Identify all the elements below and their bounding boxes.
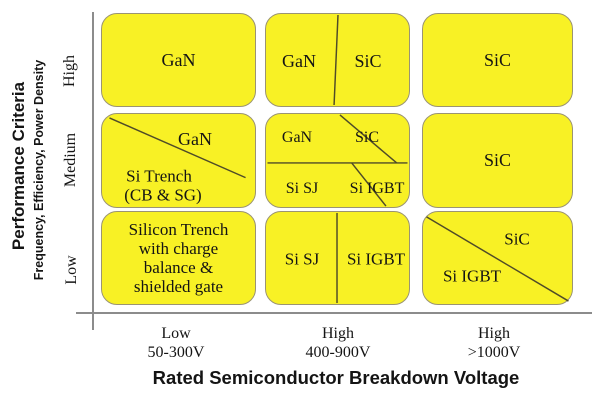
cell-label: SiC <box>354 129 380 146</box>
y-axis-title: Performance Criteria <box>9 81 28 251</box>
cell-high-highvolt: SiC <box>422 13 573 107</box>
cell-label: GaN <box>178 129 212 149</box>
cell-label-stack: Silicon Trench with charge balance & shi… <box>129 220 229 296</box>
cell-medium-lowvolt: GaN Si Trench (CB & SG) <box>101 113 256 208</box>
cell-label: Si Trench <box>126 166 192 186</box>
y-axis-line <box>92 12 94 330</box>
y-axis-subtitle: Frequency, Efficiency, Power Density <box>32 59 46 281</box>
cell-label: with charge <box>138 239 219 258</box>
x-axis-title: Rated Semiconductor Breakdown Voltage <box>152 367 520 388</box>
cell-medium-highvolt: SiC <box>422 113 573 208</box>
cell-label: Silicon Trench <box>128 220 229 239</box>
cell-label: Si SJ <box>284 249 320 269</box>
cell-label: (CB & SG) <box>124 185 202 205</box>
cell-label: Si IGBT <box>349 180 405 197</box>
x-tick-level: Low <box>161 325 191 342</box>
x-tick-level: High <box>321 325 354 342</box>
y-tick-medium: Medium <box>62 132 79 188</box>
cell-label: SiC <box>504 229 530 249</box>
x-tick-low: Low 50-300V <box>148 324 205 362</box>
cell-label: Si IGBT <box>346 249 406 269</box>
x-tick-high: High >1000V <box>468 324 521 362</box>
x-tick-range: 50-300V <box>147 344 205 361</box>
cell-label: SiC <box>483 150 512 170</box>
cell-high-midvolt: GaN SiC <box>265 13 410 107</box>
cell-label: GaN <box>282 51 316 71</box>
cell-label: Si IGBT <box>442 266 502 286</box>
cell-divider-lines <box>336 212 338 304</box>
cell-divider-lines <box>333 14 339 106</box>
y-tick-high: High <box>61 55 78 87</box>
cell-label: shielded gate <box>133 277 224 296</box>
x-axis-line <box>76 312 592 314</box>
cell-divider-lines <box>267 114 408 207</box>
y-tick-low: Low <box>63 255 80 285</box>
cell-low-lowvolt: Silicon Trench with charge balance & shi… <box>101 211 256 305</box>
cell-label: SiC <box>354 51 382 71</box>
cell-label: balance & <box>143 258 214 277</box>
cell-label: SiC <box>483 49 512 70</box>
cell-low-highvolt: SiC Si IGBT <box>422 211 573 305</box>
x-tick-range: >1000V <box>467 344 521 361</box>
cell-high-lowvolt: GaN <box>101 13 256 107</box>
x-tick-mid: High 400-900V <box>306 324 371 362</box>
cell-low-midvolt: Si SJ Si IGBT <box>265 211 410 305</box>
x-tick-level: High <box>477 325 510 342</box>
cell-divider-lines <box>109 117 246 179</box>
cell-label: GaN <box>281 129 313 146</box>
cell-label: Si SJ <box>285 180 319 197</box>
cell-divider-lines <box>426 216 569 302</box>
cell-label: GaN <box>161 49 196 70</box>
x-tick-range: 400-900V <box>305 344 371 361</box>
cell-medium-midvolt: GaN SiC Si SJ Si IGBT <box>265 113 410 208</box>
